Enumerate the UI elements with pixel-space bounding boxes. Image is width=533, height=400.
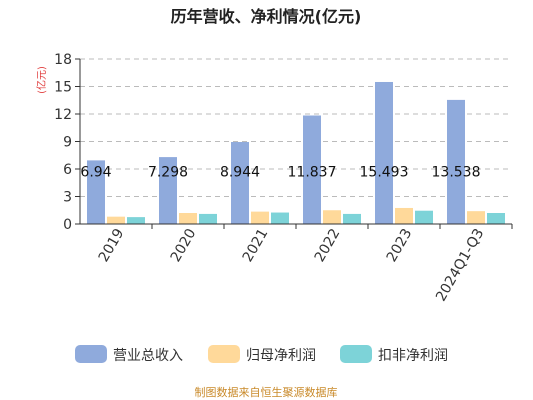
- y-tick-label: 9: [63, 135, 72, 151]
- legend-item-1: 归母净利润: [208, 345, 316, 364]
- source-note: 制图数据来自恒生聚源数据库: [195, 385, 338, 399]
- legend-label: 归母净利润: [246, 347, 316, 364]
- x-tick-label: 2023: [384, 226, 416, 265]
- y-tick-label: 6: [63, 162, 72, 178]
- y-axis-label: (亿元): [35, 66, 48, 94]
- bar-2-4: [415, 210, 433, 224]
- bar-0-3: [303, 115, 321, 224]
- x-tick-label: 2021: [240, 226, 272, 265]
- bar-1-2: [251, 211, 269, 224]
- y-tick-label: 15: [54, 80, 72, 96]
- y-tick-label: 3: [63, 190, 72, 206]
- data-label: 7.298: [148, 164, 188, 180]
- data-label: 13.538: [432, 164, 481, 180]
- data-label: 15.493: [360, 164, 409, 180]
- legend-swatch: [75, 345, 107, 363]
- bars-layer: [87, 81, 505, 224]
- legend-swatch: [340, 345, 372, 363]
- grid-layer: [80, 58, 512, 197]
- legend-label: 扣非净利润: [378, 348, 448, 364]
- y-tick-label: 12: [54, 107, 72, 123]
- bar-0-4: [375, 81, 393, 224]
- bar-1-4: [395, 207, 413, 224]
- bar-2-5: [487, 213, 505, 224]
- legend: 营业总收入 归母净利润 扣非净利润: [75, 345, 448, 364]
- bar-1-1: [179, 213, 197, 224]
- x-tick-label: 2024Q1-Q3: [433, 226, 487, 304]
- legend-item-2: 扣非净利润: [340, 345, 448, 364]
- x-tick-label: 2022: [312, 226, 344, 265]
- bar-2-2: [271, 212, 289, 224]
- legend-label: 营业总收入: [113, 348, 183, 364]
- bar-0-5: [447, 99, 465, 224]
- legend-swatch: [208, 345, 240, 363]
- bar-1-0: [107, 216, 125, 224]
- data-label: 6.94: [80, 164, 111, 180]
- legend-item-0: 营业总收入: [75, 345, 183, 364]
- y-tick-label: 18: [54, 52, 72, 68]
- y-tick-label: 0: [63, 217, 72, 233]
- bar-0-1: [159, 157, 177, 224]
- data-labels-layer: 6.94 7.298 8.944 11.837 15.493 13.538: [80, 164, 480, 180]
- x-tick-label: 2020: [168, 226, 200, 265]
- chart-title: 历年营收、净利情况(亿元): [171, 7, 362, 26]
- bar-1-5: [467, 211, 485, 224]
- bar-0-2: [231, 142, 249, 224]
- bar-2-3: [343, 213, 361, 224]
- bar-0-0: [87, 160, 105, 224]
- data-label: 8.944: [220, 164, 260, 180]
- bar-2-1: [199, 213, 217, 224]
- data-label: 11.837: [288, 164, 337, 180]
- bar-2-0: [127, 217, 145, 224]
- bar-1-3: [323, 210, 341, 224]
- x-tick-label: 2019: [96, 226, 128, 265]
